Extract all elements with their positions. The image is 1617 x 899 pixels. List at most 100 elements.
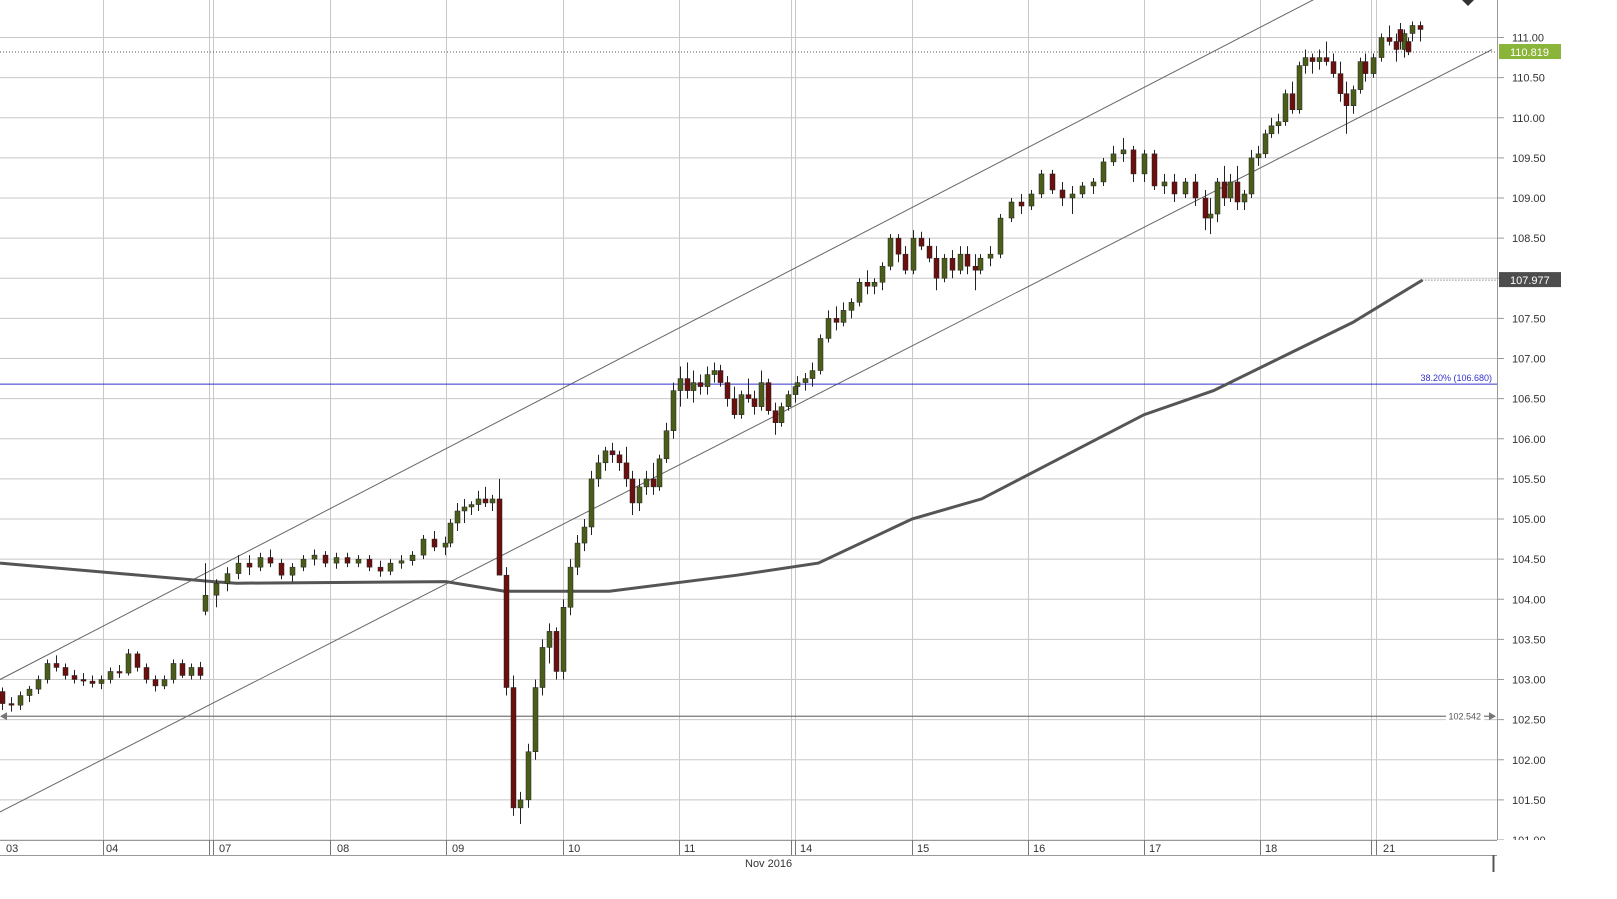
y-axis-tick-label: 102.00 (1512, 755, 1546, 767)
candle-body (489, 498, 496, 504)
candle-body (1289, 93, 1296, 110)
current-price-label: 110.819 (1510, 47, 1549, 59)
candle-down (731, 386, 738, 419)
candle-down (1018, 193, 1025, 215)
candle-body (398, 560, 405, 564)
candle-up (802, 372, 809, 391)
candle-body (765, 382, 772, 411)
candle-body (1221, 181, 1228, 199)
candle-body (623, 462, 630, 480)
candle-body (188, 667, 195, 676)
candle-body (856, 282, 863, 303)
candle-down (684, 362, 691, 399)
y-axis-tick-label: 104.00 (1512, 594, 1546, 606)
candle-down (902, 246, 909, 275)
candle-body (833, 318, 840, 323)
candle-up (567, 559, 574, 616)
candle-up (125, 649, 132, 676)
candle-body (1362, 61, 1369, 74)
candle-down (972, 254, 979, 291)
candle-down (1171, 173, 1178, 203)
candle-body (1316, 57, 1323, 62)
candle-up (1207, 198, 1214, 235)
candle-body (1268, 125, 1275, 135)
candle-up (1409, 21, 1416, 42)
candle-up (758, 370, 765, 411)
candle-up (1079, 181, 1086, 198)
y-axis-tick-label: 103.00 (1512, 675, 1546, 687)
candle-body (1393, 41, 1400, 50)
candle-up (300, 555, 307, 572)
candles (0, 21, 1424, 824)
candle-body (1350, 89, 1357, 106)
candle-up (35, 675, 42, 694)
candle-body (1028, 193, 1035, 207)
candle-body (1151, 153, 1158, 187)
candle-body (972, 265, 979, 271)
candle-body (1100, 161, 1107, 183)
candle-body (80, 679, 87, 682)
candle-down (496, 478, 503, 576)
candle-body (409, 554, 416, 561)
candle-up (1268, 117, 1275, 138)
support-level-label: 102.542 (1448, 711, 1481, 721)
candle-down (895, 234, 902, 263)
candle-body (197, 667, 204, 676)
candle-body (1255, 153, 1262, 159)
candle-up (1161, 173, 1168, 194)
candle-up (213, 579, 220, 608)
candle-body (656, 458, 663, 488)
candle-body (496, 498, 503, 576)
candle-up (711, 362, 718, 383)
candle-body (53, 663, 60, 668)
candle-body (1323, 57, 1330, 62)
candle-down (717, 364, 724, 387)
candle-up (1350, 85, 1357, 114)
candle-down (1309, 53, 1316, 74)
candle-body (461, 506, 468, 512)
candle-up (333, 552, 340, 569)
candle-body (116, 671, 123, 674)
candle-body (758, 382, 765, 407)
current-price-badge (1499, 44, 1561, 60)
candle-down (134, 651, 141, 672)
candle-up (26, 685, 33, 702)
candle-down (197, 661, 204, 680)
candle-body (1296, 65, 1303, 110)
y-axis-tick-label: 104.50 (1512, 554, 1546, 566)
candle-body (1309, 57, 1316, 62)
candle-down (53, 655, 60, 672)
y-axis-tick-label: 101.50 (1512, 795, 1546, 807)
candle-body (1214, 181, 1221, 215)
candle-body (602, 450, 609, 464)
candle-up (1357, 57, 1364, 94)
candle-up (825, 310, 832, 343)
candle-up (454, 502, 461, 532)
candle-body (1141, 153, 1148, 175)
x-axis-tick-label: 08 (337, 843, 349, 855)
candle-up (1100, 157, 1107, 186)
candle-body (609, 450, 616, 456)
candle-body (724, 382, 731, 399)
candle-body (1397, 29, 1404, 42)
candle-up (188, 663, 195, 680)
candle-body (864, 282, 871, 287)
candle-down (1049, 169, 1056, 194)
candle-down (1343, 81, 1350, 134)
candle-body (161, 679, 168, 687)
y-axis-background (1497, 0, 1617, 894)
x-axis-tick-label: 09 (452, 843, 464, 855)
candle-up (1227, 173, 1234, 203)
overlays: 38.20% (106.680) 102.542 (0, 0, 1497, 813)
candle-up (690, 370, 697, 403)
candle-body (8, 703, 15, 706)
candle-body (1405, 41, 1412, 53)
candle-body (1079, 185, 1086, 195)
candle-body (677, 378, 684, 391)
candle-body (987, 253, 994, 259)
candle-body (26, 688, 33, 696)
x-axis-tick-label: 07 (219, 843, 231, 855)
candle-down (1337, 61, 1344, 102)
candle-up (17, 691, 24, 710)
